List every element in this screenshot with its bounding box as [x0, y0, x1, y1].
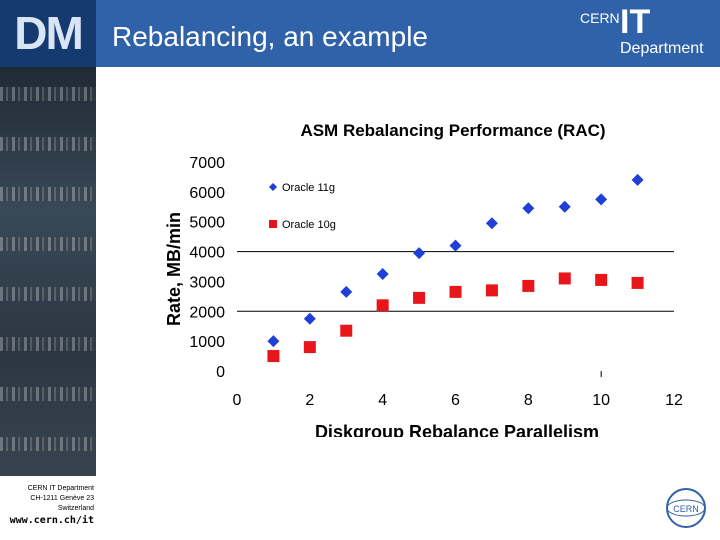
data-point-oracle-10g [267, 350, 280, 363]
cern-logo-text: CERN [580, 10, 620, 26]
x-axis-label: Diskgroup Rebalance Parallelism [315, 422, 599, 437]
sidebar-stripe [0, 387, 96, 401]
sidebar-stripe [0, 437, 96, 451]
legend-label: Oracle 10g [282, 219, 336, 231]
y-tick-label: 3000 [189, 274, 225, 291]
data-point-oracle-11g [267, 335, 280, 348]
footer-url: www.cern.ch/it [9, 515, 94, 526]
data-point-oracle-11g [303, 312, 316, 325]
legend-marker-oracle-10g [269, 220, 277, 228]
data-point-oracle-10g [558, 272, 571, 285]
data-point-oracle-11g [449, 239, 462, 252]
data-point-oracle-11g [340, 285, 353, 298]
cern-badge-text: CERN [673, 504, 699, 514]
data-point-oracle-11g [522, 202, 535, 215]
y-tick-label: 2000 [189, 304, 225, 321]
it-logo-text: IT [620, 3, 651, 41]
footer-line-3: Switzerland [57, 505, 94, 512]
cern-it-logo: CERN IT Department [580, 3, 720, 62]
y-tick-label: 7000 [189, 155, 225, 172]
legend-label: Oracle 11g [282, 182, 335, 194]
dm-logo: DM [0, 0, 96, 67]
y-tick-label: 1000 [189, 334, 225, 351]
department-logo-text: Department [620, 40, 704, 57]
sidebar-stripe [0, 87, 96, 101]
data-point-oracle-11g [631, 173, 644, 186]
slide-header: DM Rebalancing, an example CERN IT Depar… [0, 0, 720, 67]
data-point-oracle-11g [413, 247, 426, 260]
y-axis-label: Rate, MB/min [164, 212, 184, 326]
sidebar-stripe [0, 137, 96, 151]
data-point-oracle-10g [303, 341, 316, 354]
legend-marker-oracle-11g [269, 183, 277, 191]
y-tick-label: 6000 [189, 185, 225, 202]
x-tick-label: 2 [305, 392, 314, 409]
data-point-oracle-11g [376, 267, 389, 280]
y-tick-label: 4000 [189, 245, 225, 262]
data-point-oracle-11g [558, 200, 571, 213]
data-point-oracle-11g [485, 217, 498, 230]
y-tick-label: 5000 [189, 215, 225, 232]
x-tick-label: 0 [233, 392, 242, 409]
x-tick-label: 8 [524, 392, 533, 409]
chart-title: ASM Rebalancing Performance (RAC) [300, 121, 605, 140]
slide-title: Rebalancing, an example [112, 21, 428, 52]
sidebar-stripe [0, 337, 96, 351]
scatter-chart: ASM Rebalancing Performance (RAC) Rate, … [164, 121, 683, 437]
sidebar-photo [0, 67, 96, 540]
cern-badge-icon: CERN [666, 488, 706, 528]
footer-line-1: CERN IT Department [27, 485, 94, 492]
data-point-oracle-10g [485, 284, 498, 297]
x-tick-label: 4 [378, 392, 387, 409]
data-point-oracle-10g [522, 279, 535, 292]
data-point-oracle-10g [413, 291, 426, 304]
footer-address: CERN IT Department CH-1211 Genève 23 Swi… [0, 476, 96, 540]
x-tick-label: 6 [451, 392, 460, 409]
sidebar-stripe [0, 237, 96, 251]
data-point-oracle-10g [595, 273, 608, 286]
data-point-oracle-10g [340, 324, 353, 337]
sidebar-stripe [0, 287, 96, 301]
data-point-oracle-10g [376, 299, 389, 312]
x-tick-label: 10 [592, 392, 610, 409]
data-point-oracle-11g [595, 193, 608, 206]
y-tick-label: 0 [216, 364, 225, 381]
data-point-oracle-10g [631, 276, 644, 289]
footer-line-2: CH-1211 Genève 23 [30, 495, 94, 502]
x-tick-label: 12 [665, 392, 683, 409]
sidebar-stripe [0, 187, 96, 201]
data-point-oracle-10g [449, 285, 462, 298]
